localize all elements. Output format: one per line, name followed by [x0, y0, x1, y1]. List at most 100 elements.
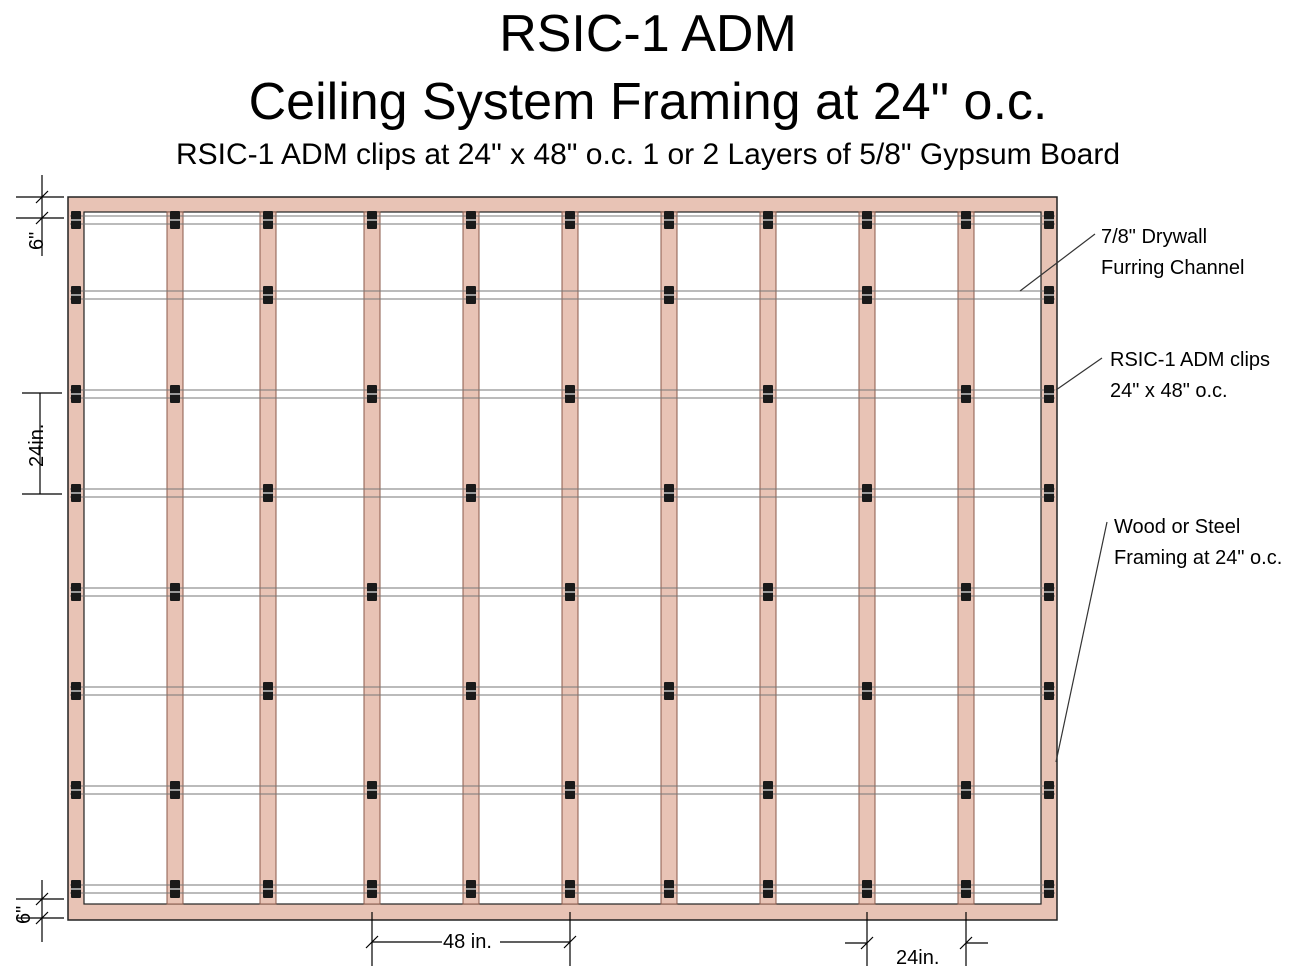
- rsic-clip: [763, 211, 773, 229]
- rsic-clip: [1044, 385, 1054, 403]
- rsic-clip: [71, 781, 81, 799]
- furring-channel: [70, 884, 1055, 894]
- rsic-clip: [466, 682, 476, 700]
- rsic-clip: [565, 385, 575, 403]
- rsic-clip: [565, 781, 575, 799]
- rsic-clip: [263, 484, 273, 502]
- rsic-clip: [170, 211, 180, 229]
- framing-member: [957, 211, 975, 905]
- rsic-clips: [71, 211, 1054, 898]
- rsic-clip: [664, 682, 674, 700]
- dim-clip-spacing-horizontal-label: 48 in.: [443, 931, 492, 953]
- rsic-clip: [961, 880, 971, 898]
- rsic-clip: [263, 880, 273, 898]
- rsic-clip: [466, 286, 476, 304]
- rsic-clip: [263, 286, 273, 304]
- rsic-clip: [763, 583, 773, 601]
- dim-joist-spacing: [845, 912, 988, 966]
- rsic-clip: [862, 484, 872, 502]
- rsic-clip: [961, 211, 971, 229]
- rsic-clip: [862, 682, 872, 700]
- clips-callout-line1: RSIC-1 ADM clips: [1110, 349, 1271, 371]
- furring-channel: [70, 215, 1055, 225]
- furring-channel: [70, 587, 1055, 597]
- dim-bottom-offset: [16, 880, 64, 942]
- rsic-clip: [263, 211, 273, 229]
- framing-member: [462, 211, 480, 905]
- rsic-clip: [71, 682, 81, 700]
- rsic-clip: [71, 880, 81, 898]
- rsic-clip: [170, 781, 180, 799]
- rsic-clip: [961, 781, 971, 799]
- rsic-clip: [664, 484, 674, 502]
- rsic-clip: [961, 583, 971, 601]
- framing-member: [660, 211, 678, 905]
- dim-top-offset-label: 6": [26, 232, 48, 250]
- rsic-clip: [565, 880, 575, 898]
- rsic-clip: [862, 880, 872, 898]
- rsic-clip: [763, 385, 773, 403]
- rsic-clip: [263, 682, 273, 700]
- rsic-clip: [367, 583, 377, 601]
- rsic-clip: [664, 880, 674, 898]
- dim-bottom-offset-label: 6": [13, 906, 35, 924]
- rsic-clip: [1044, 286, 1054, 304]
- framing-member: [259, 211, 277, 905]
- rsic-clip: [763, 880, 773, 898]
- rsic-clip: [367, 781, 377, 799]
- rsic-clip: [170, 385, 180, 403]
- furring-channel: [70, 686, 1055, 696]
- furring-channel-callout-line1: 7/8" Drywall: [1101, 226, 1208, 248]
- rsic-clip: [71, 286, 81, 304]
- furring-channel-callout: 7/8" Drywall Furring Channel: [1101, 222, 1244, 284]
- clips-callout: RSIC-1 ADM clips 24" x 48" o.c.: [1110, 345, 1270, 407]
- dim-clip-spacing-horizontal: [365, 912, 577, 966]
- rsic-clip: [1044, 682, 1054, 700]
- framing-callout-line1: Wood or Steel: [1114, 516, 1241, 538]
- rsic-clip: [71, 583, 81, 601]
- rsic-clip: [961, 385, 971, 403]
- clips-callout-line2: 24" x 48" o.c.: [1110, 380, 1228, 402]
- diagram-title: RSIC-1 ADM: [499, 5, 797, 63]
- framing-leader: [1055, 521, 1108, 763]
- framing-callout-line2: Framing at 24" o.c.: [1114, 547, 1283, 569]
- rsic-clip: [1044, 781, 1054, 799]
- rsic-clip: [71, 385, 81, 403]
- furring-channel-callout-line2: Furring Channel: [1101, 257, 1245, 279]
- rsic-clip: [466, 211, 476, 229]
- furring-channel-leader: [1019, 233, 1096, 292]
- diagram-title-line-2: Ceiling System Framing at 24" o.c.: [248, 73, 1048, 131]
- rsic-clip: [664, 286, 674, 304]
- dim-channel-spacing: [22, 392, 62, 495]
- rsic-clip: [466, 484, 476, 502]
- rsic-clip: [71, 484, 81, 502]
- furring-channel: [70, 785, 1055, 795]
- rsic-clip: [1044, 583, 1054, 601]
- furring-channel: [70, 389, 1055, 399]
- furring-channels: [70, 215, 1055, 894]
- rsic-clip: [565, 211, 575, 229]
- rsic-clip: [367, 211, 377, 229]
- rsic-clip: [1044, 484, 1054, 502]
- rsic-clip: [862, 211, 872, 229]
- dim-channel-spacing-label: 24in.: [26, 424, 48, 467]
- dim-top-offset: [16, 175, 64, 256]
- framing-callout: Wood or Steel Framing at 24" o.c.: [1114, 512, 1282, 574]
- framing-member: [759, 211, 777, 905]
- rsic-clip: [367, 385, 377, 403]
- rsic-clip: [664, 211, 674, 229]
- framing-member: [858, 211, 876, 905]
- rsic-clip: [170, 583, 180, 601]
- rsic-clip: [367, 880, 377, 898]
- rsic-clip: [466, 880, 476, 898]
- rsic-clip: [1044, 880, 1054, 898]
- rsic-clip: [763, 781, 773, 799]
- rsic-clip: [170, 880, 180, 898]
- framing-member: [363, 211, 381, 905]
- diagram-subtitle: RSIC-1 ADM clips at 24" x 48" o.c. 1 or …: [175, 138, 1121, 171]
- framing-member: [561, 211, 579, 905]
- rsic-clip: [862, 286, 872, 304]
- rsic-clip: [71, 211, 81, 229]
- framing-member: [166, 211, 184, 905]
